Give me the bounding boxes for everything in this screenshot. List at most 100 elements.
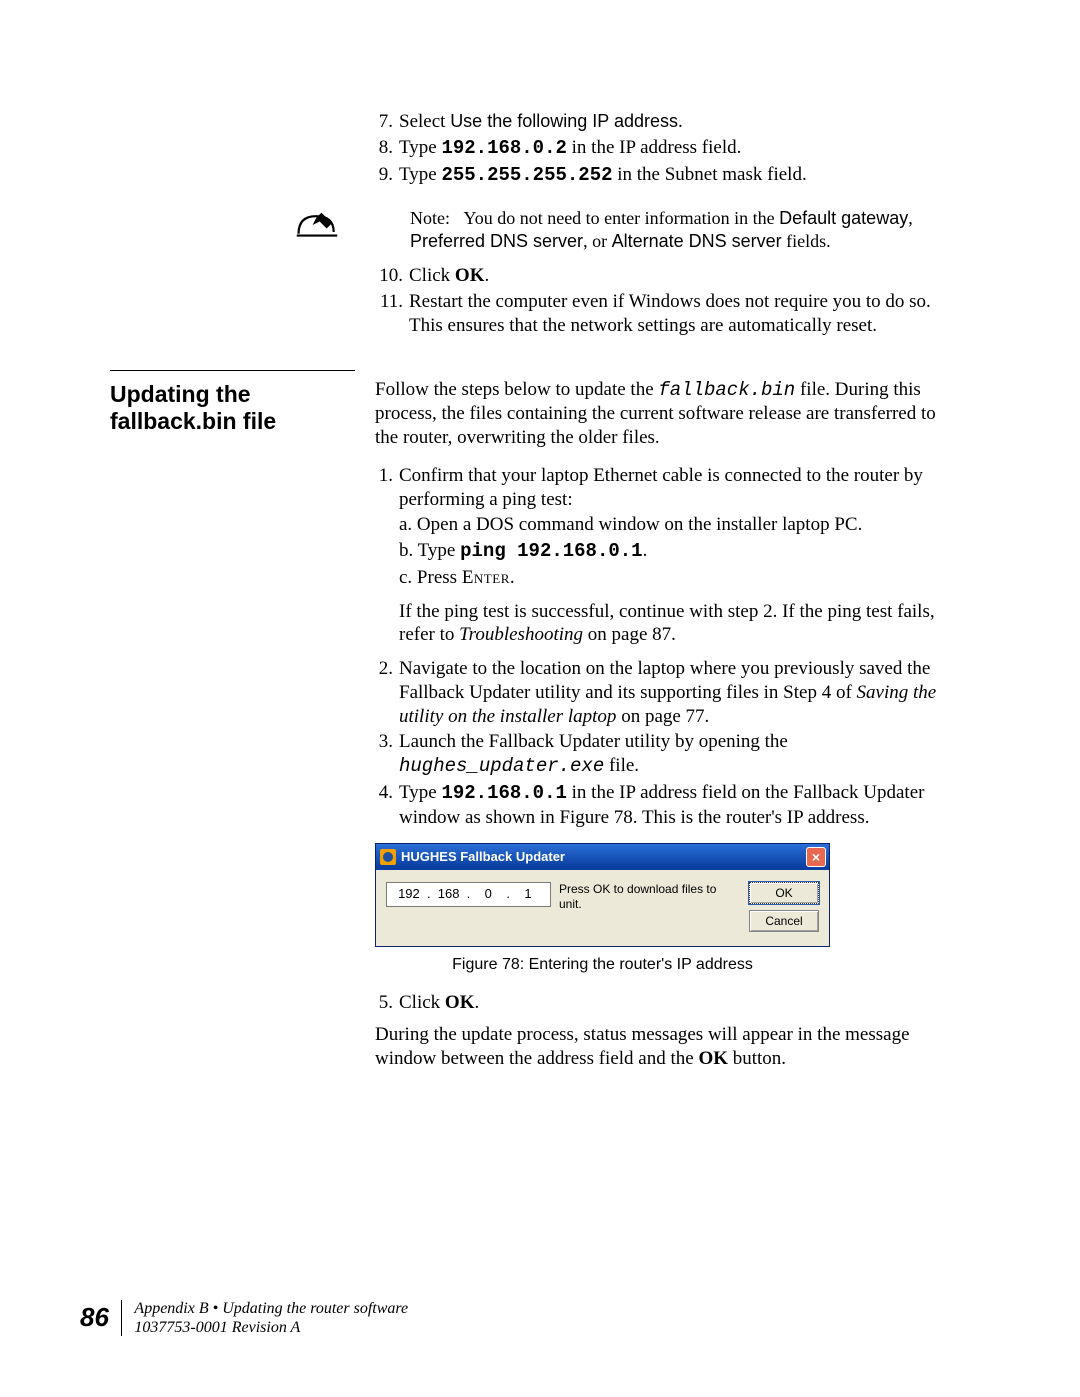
ui-label: Use the following IP address (450, 111, 678, 131)
ui-label: Default gateway (779, 208, 908, 228)
text: b. Type (399, 540, 460, 561)
step-4: 4. Type 192.168.0.1 in the IP address fi… (375, 781, 960, 830)
sub-a: a. Open a DOS command window on the inst… (399, 513, 960, 537)
close-icon[interactable]: × (806, 847, 826, 867)
section-row: Updating the fallback.bin file Follow th… (110, 340, 960, 1085)
code: fallback.bin (658, 379, 795, 401)
text: . (643, 540, 648, 561)
close-glyph: × (812, 850, 820, 864)
closing-para: During the update process, status messag… (375, 1023, 960, 1071)
btn-label: Cancel (765, 914, 802, 929)
text: on page 87. (583, 624, 676, 645)
bold: OK (445, 992, 475, 1013)
step-body: Click OK. (409, 264, 960, 288)
step-body: Launch the Fallback Updater utility by o… (399, 730, 960, 779)
text: in the IP address field. (567, 137, 741, 158)
step-body: Click OK. (399, 991, 960, 1015)
page: 7. Select Use the following IP address. … (0, 0, 1080, 1397)
text: Confirm that your laptop Ethernet cable … (399, 464, 960, 512)
text: Click (399, 992, 445, 1013)
footer-divider (121, 1300, 123, 1336)
step-body: Select Use the following IP address. (399, 110, 960, 134)
ok-button[interactable]: OK (749, 882, 819, 904)
step-num: 1. (375, 464, 399, 647)
text: , or (583, 231, 612, 251)
text: Navigate to the location on the laptop w… (399, 658, 930, 703)
step-num: 7. (375, 110, 399, 134)
code: 192.168.0.2 (441, 137, 566, 159)
heading-line1: Updating the (110, 381, 355, 409)
text: During the update process, status messag… (375, 1024, 910, 1069)
text: file. (604, 755, 639, 776)
text: , (908, 208, 913, 228)
ui-label: Preferred DNS server (410, 231, 583, 251)
step-body: Restart the computer even if Windows doe… (409, 290, 960, 338)
note-lead: Note: (410, 208, 450, 228)
text: fields. (782, 231, 831, 251)
dialog-title: HUGHES Fallback Updater (401, 849, 565, 865)
step-8: 8. Type 192.168.0.2 in the IP address fi… (375, 136, 960, 161)
step-body: Type 192.168.0.2 in the IP address field… (399, 136, 960, 161)
text: . (474, 992, 479, 1013)
figure-caption: Figure 78: Entering the router's IP addr… (375, 955, 830, 975)
keycap: Enter (462, 567, 510, 588)
text: c. Press (399, 567, 462, 588)
code: hughes_updater.exe (399, 755, 604, 777)
bold: OK (455, 265, 485, 286)
section-heading: Updating the fallback.bin file (110, 381, 355, 436)
text: button. (728, 1048, 786, 1069)
step-7: 7. Select Use the following IP address. (375, 110, 960, 134)
text: Click (409, 265, 455, 286)
xref: Troubleshooting (459, 624, 583, 645)
note-pencil-icon (295, 207, 355, 264)
code: 255.255.255.252 (441, 164, 612, 186)
step-num: 8. (375, 136, 399, 161)
step-num: 9. (375, 163, 399, 188)
dialog-message: Press OK to download files to unit. (559, 882, 741, 911)
text: Select (399, 111, 450, 132)
cancel-button[interactable]: Cancel (749, 910, 819, 932)
btn-label: OK (775, 886, 792, 901)
sub-c: c. Press Enter. (399, 566, 960, 590)
note-block: Note: You do not need to enter informati… (375, 207, 960, 252)
section-rule (110, 370, 355, 371)
step-11: 11. Restart the computer even if Windows… (375, 290, 960, 338)
note-text: Note: You do not need to enter informati… (375, 207, 960, 252)
text: Follow the steps below to update the (375, 379, 658, 400)
dialog-body: 192. 168. 0. 1 Press OK to download file… (376, 870, 829, 946)
step-1: 1. Confirm that your laptop Ethernet cab… (375, 464, 960, 647)
text: . (510, 567, 515, 588)
step-body: Type 192.168.0.1 in the IP address field… (399, 781, 960, 830)
ip-octet-2: 168 (434, 886, 464, 902)
page-number: 86 (80, 1302, 109, 1333)
text: Launch the Fallback Updater utility by o… (399, 731, 788, 752)
step-body: Type 255.255.255.252 in the Subnet mask … (399, 163, 960, 188)
code: ping 192.168.0.1 (460, 540, 642, 562)
mid-steps-row: 10. Click OK. 11. Restart the computer e… (110, 264, 960, 339)
dialog-titlebar[interactable]: HUGHES Fallback Updater × (376, 844, 829, 870)
step-1-tail: If the ping test is successful, continue… (399, 600, 960, 648)
step-num: 5. (375, 991, 399, 1015)
step-9: 9. Type 255.255.255.252 in the Subnet ma… (375, 163, 960, 188)
step-5: 5. Click OK. (375, 991, 960, 1015)
bold: OK (698, 1048, 728, 1069)
footer-line2: 1037753-0001 Revision A (134, 1318, 408, 1337)
ip-octet-4: 1 (513, 886, 543, 902)
text: Type (399, 137, 441, 158)
text: You do not need to enter information in … (464, 208, 780, 228)
step-10: 10. Click OK. (375, 264, 960, 288)
heading-line2: fallback.bin file (110, 408, 355, 436)
ip-address-input[interactable]: 192. 168. 0. 1 (386, 882, 551, 906)
app-icon (380, 849, 396, 865)
step-num: 4. (375, 781, 399, 830)
text: . (484, 265, 489, 286)
code: 192.168.0.1 (441, 782, 566, 804)
step-num: 10. (375, 264, 409, 288)
text: in the Subnet mask field. (613, 164, 807, 185)
fallback-updater-window: HUGHES Fallback Updater × 192. 168. 0. 1… (375, 843, 830, 947)
step-2: 2. Navigate to the location on the lapto… (375, 657, 960, 728)
footer-text: Appendix B • Updating the router softwar… (134, 1299, 408, 1337)
top-steps-row: 7. Select Use the following IP address. … (110, 110, 960, 189)
sub-b: b. Type ping 192.168.0.1. (399, 539, 960, 564)
step-3: 3. Launch the Fallback Updater utility b… (375, 730, 960, 779)
